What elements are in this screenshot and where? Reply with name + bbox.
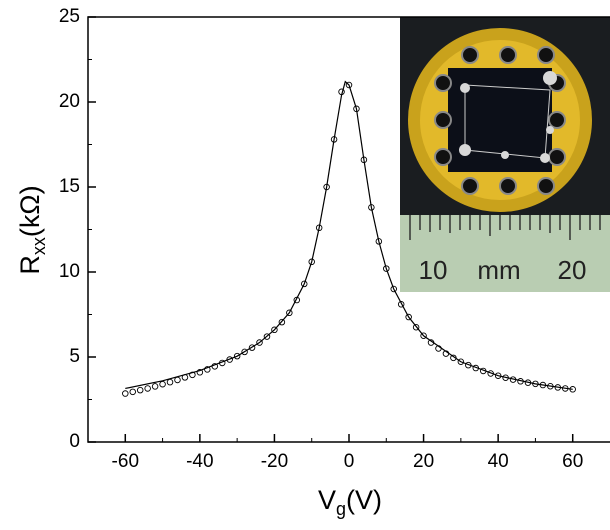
y-tick-label: 25 xyxy=(59,6,80,27)
data-point xyxy=(345,81,353,89)
ruler-label: 10 xyxy=(419,255,448,285)
data-point xyxy=(405,313,412,321)
data-point xyxy=(241,348,248,356)
data-point xyxy=(174,376,181,384)
data-point xyxy=(122,390,129,397)
ruler-label: mm xyxy=(477,255,520,285)
data-point xyxy=(390,285,397,293)
data-point xyxy=(412,324,420,331)
data-point xyxy=(248,344,256,351)
data-point xyxy=(301,280,308,288)
x-tick-label: 40 xyxy=(488,451,509,472)
data-point xyxy=(383,265,390,272)
x-tick-label: -60 xyxy=(112,451,139,472)
ruler-label: 20 xyxy=(558,255,587,285)
plot-area xyxy=(122,80,576,397)
y-label-sub: xx xyxy=(29,237,49,255)
data-point xyxy=(457,358,465,366)
data-point xyxy=(263,333,271,340)
y-label-main: R xyxy=(15,255,45,275)
y-axis-label: Rxx(kΩ) xyxy=(15,185,49,274)
data-point xyxy=(286,309,293,317)
x-tick-label: 60 xyxy=(562,451,583,472)
data-point xyxy=(166,378,174,386)
y-tick-label: 10 xyxy=(59,261,80,282)
data-point xyxy=(144,385,151,392)
x-axis-label: Vg(V) xyxy=(318,485,382,519)
data-point xyxy=(129,388,136,396)
x-label-sub: g xyxy=(336,499,346,519)
data-point xyxy=(397,301,405,308)
inset-photo: 10 mm 20 xyxy=(400,17,610,292)
data-point xyxy=(271,326,278,334)
x-label-suffix: (V) xyxy=(346,485,382,515)
y-label-suffix: (kΩ) xyxy=(15,185,45,237)
data-point xyxy=(196,369,204,376)
x-tick-label: -40 xyxy=(186,451,213,472)
y-tick-label: 20 xyxy=(59,91,80,112)
y-tick-label: 0 xyxy=(69,431,80,452)
data-point xyxy=(159,380,166,388)
x-tick-label: -20 xyxy=(261,451,288,472)
x-tick-label: 0 xyxy=(344,451,355,472)
fit-line xyxy=(125,80,573,390)
data-point xyxy=(151,383,159,390)
y-tick-label: 5 xyxy=(69,346,80,367)
data-point xyxy=(420,332,427,340)
data-point xyxy=(136,386,144,394)
data-point xyxy=(256,339,263,346)
data-point xyxy=(233,352,241,360)
data-point xyxy=(278,318,286,326)
x-label-main: V xyxy=(318,485,336,515)
y-tick-label: 15 xyxy=(59,176,80,197)
x-tick-label: 20 xyxy=(413,451,434,472)
